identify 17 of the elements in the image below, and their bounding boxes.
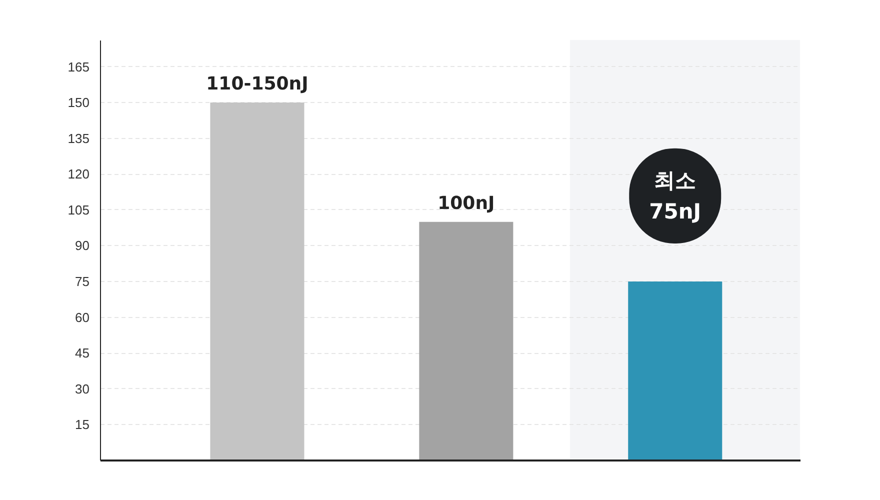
y-tick-label: 150 [68,95,90,110]
y-tick-label: 75 [75,274,90,290]
bar [628,282,722,460]
bar [210,102,304,460]
data-label: 110-150nJ [206,74,308,95]
data-label: 최소 75nJ [649,168,702,224]
y-tick-label: 165 [68,59,90,74]
y-tick-label: 135 [68,130,90,146]
y-tick-label: 90 [75,238,90,254]
y-tick-label: 105 [68,202,90,218]
y-tick-label: 15 [75,417,90,432]
y-tick-label: 30 [75,381,90,396]
y-tick-label: 60 [75,310,90,325]
y-tick-label: 45 [75,346,90,361]
y-tick-label: 120 [68,166,90,182]
data-label: 100nJ [438,192,495,214]
bar [419,222,514,460]
